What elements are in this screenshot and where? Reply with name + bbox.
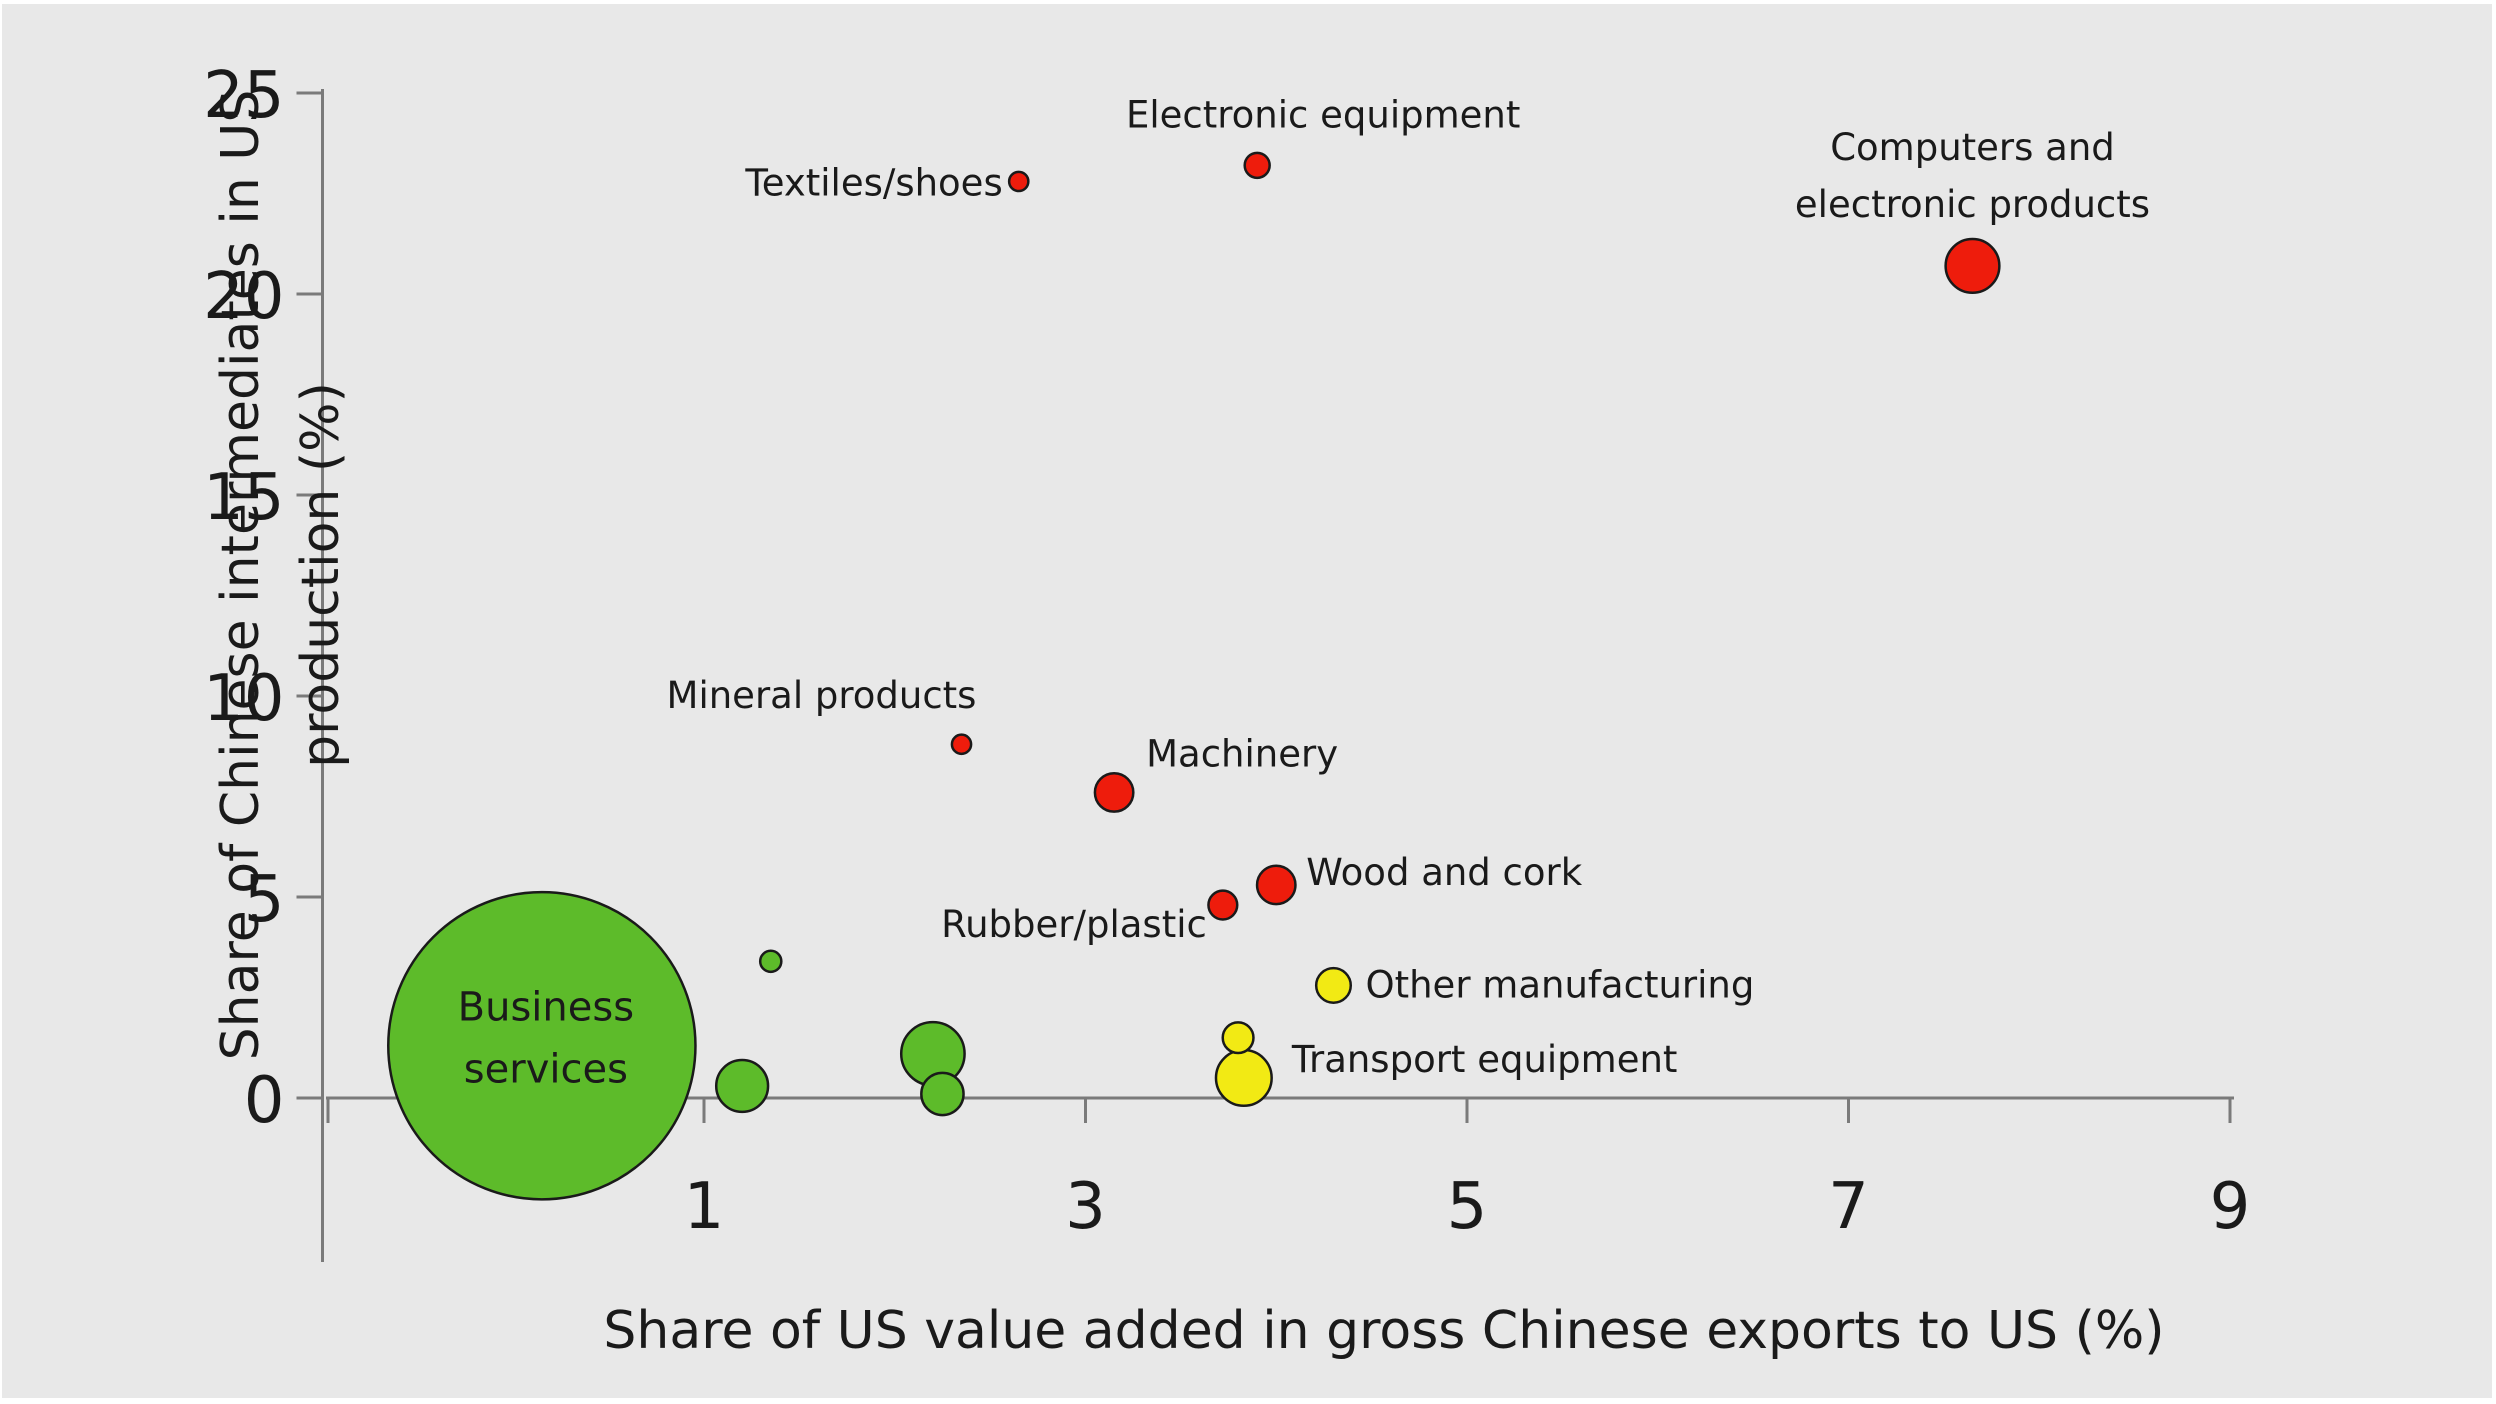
data-point-red	[950, 733, 973, 756]
data-point-label: Computers and	[1830, 126, 2115, 169]
data-point-red	[1255, 864, 1297, 906]
y-tick-label: 15	[203, 461, 284, 535]
data-point-red	[1207, 889, 1239, 921]
data-point-label: Other manufacturing	[1365, 963, 1754, 1006]
data-point-label: Textiles/shoes	[744, 161, 1002, 204]
data-point-red	[1944, 237, 2001, 294]
data-point-green	[387, 890, 697, 1201]
data-point-label: Business	[458, 985, 634, 1031]
data-point-red	[1093, 772, 1135, 813]
data-point-label: Wood and cork	[1306, 851, 1583, 894]
x-tick-label: 1	[684, 1170, 725, 1244]
data-point-label: electronic products	[1795, 183, 2150, 226]
data-point-red	[1243, 151, 1271, 180]
data-point-yellow	[1221, 1021, 1255, 1055]
data-point-red	[1007, 170, 1030, 193]
y-axis-title: Share of Chinese intermediates in US	[211, 90, 271, 1061]
data-point-label: Electronic equipment	[1126, 93, 1520, 136]
chart-panel	[2, 4, 2492, 1398]
data-point-label: Rubber/plastic	[941, 903, 1207, 946]
y-tick-label: 5	[244, 863, 285, 937]
x-tick-label: 5	[1447, 1170, 1488, 1244]
x-tick-label: 3	[1065, 1170, 1106, 1244]
data-point-green	[714, 1058, 770, 1114]
y-tick-label: 10	[203, 662, 284, 736]
y-axis-title: production (%)	[291, 382, 351, 768]
data-point-label: Mineral products	[667, 674, 977, 717]
data-point-label: Transport equipment	[1291, 1038, 1678, 1081]
y-tick-label: 20	[203, 260, 284, 334]
x-tick-label: 7	[1828, 1170, 1869, 1244]
data-point-yellow	[1314, 966, 1353, 1004]
x-axis-title: Share of US value added in gross Chinese…	[603, 1301, 2164, 1361]
data-point-label: Machinery	[1146, 732, 1338, 775]
x-tick-label: 9	[2210, 1170, 2251, 1244]
data-point-green	[758, 949, 783, 974]
data-point-yellow	[1214, 1048, 1273, 1107]
y-tick-label: 0	[244, 1064, 285, 1138]
y-tick-label: 25	[203, 59, 284, 133]
data-point-label: services	[464, 1047, 628, 1093]
data-point-green	[920, 1071, 965, 1117]
